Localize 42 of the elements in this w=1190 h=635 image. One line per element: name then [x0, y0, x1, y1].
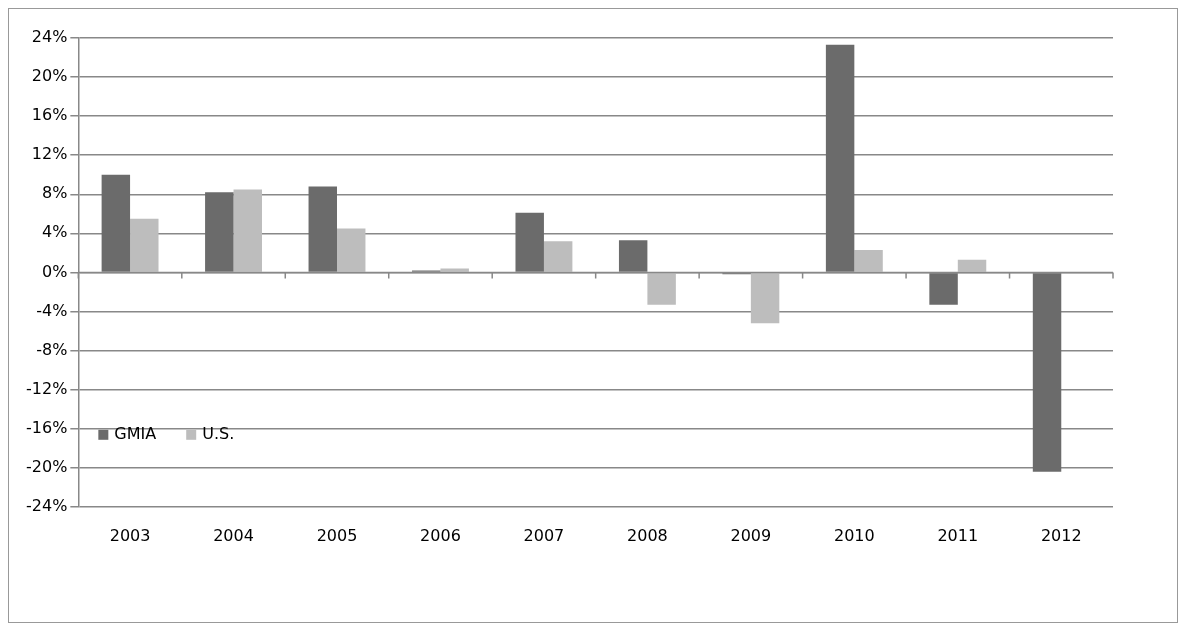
bar — [957, 259, 987, 272]
y-tick-label: 24% — [31, 27, 68, 47]
bar — [1032, 273, 1062, 472]
bar — [440, 268, 469, 272]
bar — [101, 174, 131, 272]
bar — [130, 218, 159, 272]
y-tick-label: -12% — [25, 378, 68, 398]
y-tick-label: 8% — [41, 183, 68, 203]
y-tick-label: -24% — [25, 495, 68, 515]
y-tick-label: 16% — [31, 105, 68, 125]
x-tick-label: 2004 — [213, 525, 254, 545]
y-tick-label: -8% — [36, 339, 68, 359]
bar — [205, 192, 234, 272]
bar — [929, 273, 958, 305]
y-tick-label: -4% — [36, 300, 68, 320]
y-tick-label: 12% — [31, 144, 68, 164]
bar — [515, 212, 544, 272]
x-tick-label: 2010 — [833, 525, 875, 545]
bar — [647, 273, 676, 305]
x-tick-label: 2006 — [420, 525, 461, 545]
bar — [750, 273, 780, 324]
bar — [854, 249, 883, 272]
bar — [233, 189, 262, 272]
x-tick-label: 2011 — [937, 525, 979, 545]
y-tick-label: 0% — [41, 261, 68, 281]
x-tick-label: 2008 — [627, 525, 668, 545]
x-tick-label: 2007 — [523, 525, 565, 545]
y-tick-label: -16% — [25, 417, 68, 437]
y-tick-label: 20% — [31, 66, 68, 86]
bar — [337, 228, 366, 272]
y-tick-label: 4% — [41, 222, 68, 242]
bar — [618, 240, 648, 272]
legend-label: GMIA — [114, 423, 157, 443]
legend-label: U.S. — [202, 423, 235, 443]
x-tick-label: 2003 — [109, 525, 151, 545]
bar — [825, 44, 855, 272]
bar — [308, 186, 337, 272]
x-tick-label: 2009 — [730, 525, 772, 545]
x-tick-label: 2012 — [1040, 525, 1082, 545]
bar — [543, 241, 573, 272]
y-tick-label: -20% — [25, 456, 68, 476]
x-tick-label: 2005 — [316, 525, 358, 545]
